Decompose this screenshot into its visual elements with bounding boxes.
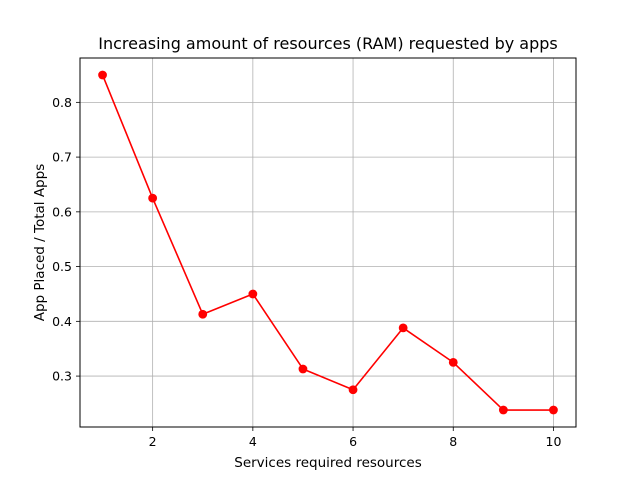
data-point bbox=[348, 385, 358, 395]
data-point bbox=[549, 405, 558, 415]
data-point bbox=[148, 193, 158, 203]
x-tick-label: 4 bbox=[249, 434, 257, 449]
data-point bbox=[248, 289, 258, 299]
x-tick-label: 2 bbox=[149, 434, 157, 449]
chart-title: Increasing amount of resources (RAM) req… bbox=[98, 34, 558, 53]
x-tick-label: 10 bbox=[546, 434, 562, 449]
y-tick-label: 0.7 bbox=[52, 150, 72, 165]
data-point bbox=[398, 323, 408, 333]
plot-frame bbox=[79, 57, 577, 428]
axis-ticks: 2 4 6 8 10 0.3 0.4 0.5 0.6 0.7 0.8 bbox=[52, 95, 561, 449]
y-tick-label: 0.6 bbox=[52, 204, 72, 219]
x-tick-label: 8 bbox=[449, 434, 457, 449]
y-tick-label: 0.8 bbox=[52, 95, 72, 110]
data-point bbox=[298, 364, 308, 374]
grid bbox=[80, 58, 576, 427]
data-point bbox=[448, 357, 458, 367]
y-tick-label: 0.5 bbox=[52, 259, 72, 274]
series-line bbox=[101, 74, 554, 411]
data-point bbox=[498, 405, 508, 415]
x-axis-label: Services required resources bbox=[234, 455, 422, 471]
y-axis-label: App Placed / Total Apps bbox=[32, 164, 48, 322]
series-group bbox=[98, 70, 558, 415]
data-point bbox=[98, 70, 107, 80]
x-tick-label: 6 bbox=[349, 434, 357, 449]
y-tick-label: 0.3 bbox=[52, 369, 72, 384]
y-tick-label: 0.4 bbox=[52, 314, 72, 329]
data-point bbox=[198, 309, 208, 319]
